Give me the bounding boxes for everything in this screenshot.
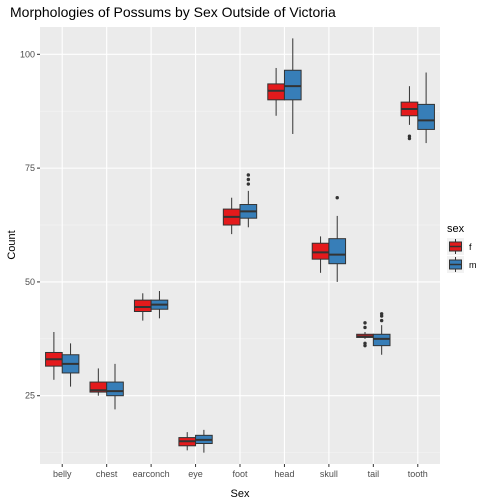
box-body (417, 103, 435, 130)
legend-label-m: m (469, 260, 477, 270)
x-tick-label-tooth: tooth (408, 469, 428, 479)
outlier-point (246, 182, 251, 186)
box-m-belly (61, 343, 80, 387)
outlier-point (379, 318, 384, 323)
box-m-tooth (417, 72, 435, 144)
x-tick-label-belly: belly (53, 469, 72, 479)
box-body (133, 299, 152, 313)
legend-label-f: f (469, 242, 472, 252)
outlier-point (335, 196, 339, 200)
outlier-point (246, 173, 251, 177)
box-m-eye (195, 429, 213, 453)
box-body (311, 242, 330, 260)
y-tick-label: 25 (25, 391, 35, 401)
box-m-skull (328, 196, 347, 282)
y-tick-label: 75 (25, 163, 35, 173)
x-tick-label-skull: skull (320, 469, 338, 479)
x-tick-label-earconch: earconch (133, 469, 170, 479)
box-m-chest (106, 363, 124, 410)
box-body (267, 83, 285, 101)
boxes (45, 38, 435, 453)
box-f-tooth (400, 86, 419, 141)
axes: 25 50 75 100 belly chest earconch eye foot head sk… (20, 49, 428, 479)
x-tick-label-foot: foot (232, 469, 248, 479)
y-axis-title: Count (6, 230, 18, 259)
x-axis-title: Sex (231, 488, 250, 500)
outlier-point (363, 325, 367, 330)
legend: sex fm (447, 223, 477, 273)
box-body (283, 69, 302, 101)
box-m-earconch (150, 291, 169, 319)
legend-title: sex (447, 223, 465, 235)
outlier-point (407, 136, 412, 141)
y-tick-label: 50 (25, 277, 35, 287)
box-body (328, 238, 347, 265)
box-f-tail (356, 321, 374, 348)
box-body (372, 333, 391, 347)
box-m-head (283, 38, 302, 134)
x-tick-label-chest: chest (96, 469, 118, 479)
box-m-tail (372, 312, 391, 355)
outlier-point (363, 341, 367, 346)
y-tick-label: 100 (20, 49, 35, 59)
box-m-foot (239, 173, 258, 228)
box-body (106, 381, 124, 397)
x-tick-label-head: head (274, 469, 294, 479)
box-f-foot (222, 197, 241, 235)
outlier-point (246, 177, 251, 182)
x-tick-label-tail: tail (368, 469, 380, 479)
outlier-point (379, 312, 384, 316)
chart-title: Morphologies of Possums by Sex Outside o… (10, 4, 336, 20)
outlier-point (363, 321, 367, 325)
box-f-head (267, 67, 285, 116)
x-tick-label-eye: eye (188, 469, 203, 479)
